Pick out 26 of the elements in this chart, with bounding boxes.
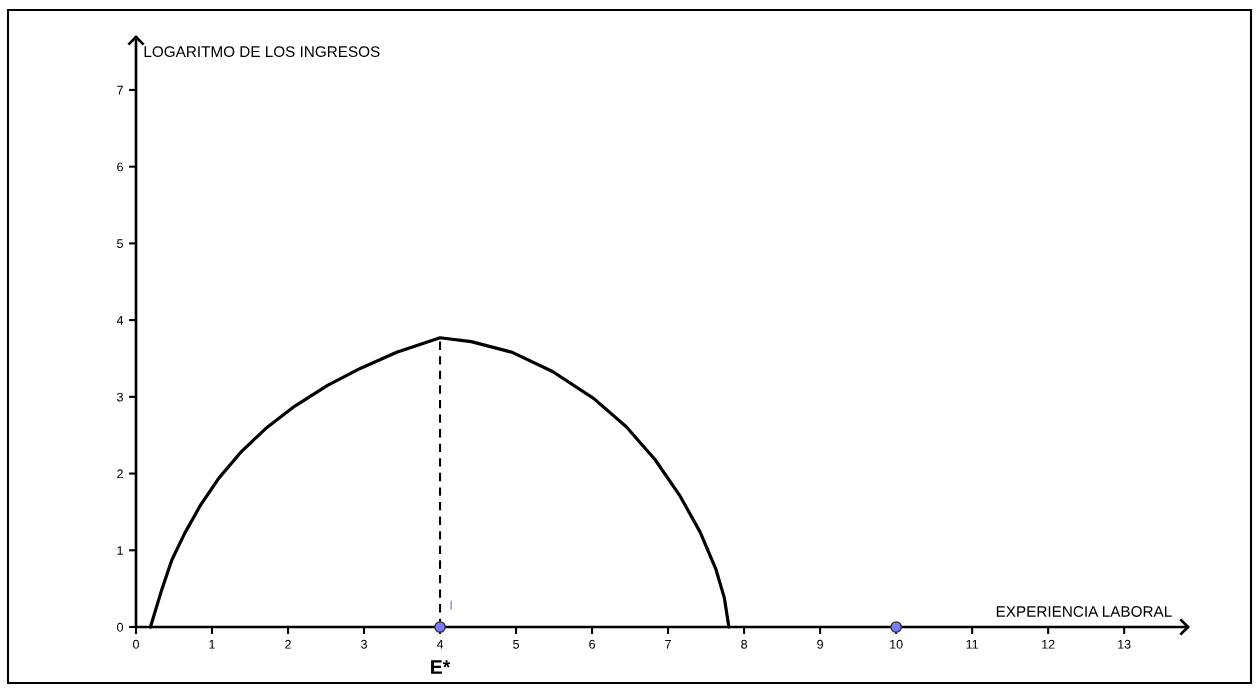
y-tick-label: 0 (117, 622, 124, 632)
x-tick-label: 7 (665, 639, 671, 649)
x-axis-title: EXPERIENCIA LABORAL (996, 606, 1172, 617)
x-tick-label: 1 (209, 639, 215, 649)
annotation: I (450, 600, 452, 610)
x-tick-label: 5 (513, 639, 520, 649)
x-tick-label: 0 (133, 639, 139, 649)
x-tick-label: 8 (741, 639, 748, 649)
y-axis-title: LOGARITMO DE LOS INGRESOS (144, 46, 380, 58)
annotation: E* (431, 660, 451, 674)
x-tick-label: 6 (589, 639, 595, 649)
x-tick-label: 11 (966, 639, 979, 649)
x-tick-label: 13 (1118, 639, 1131, 649)
y-tick-label: 1 (117, 546, 123, 555)
y-tick-label: 5 (117, 239, 123, 249)
x-tick-label: 9 (817, 639, 823, 649)
y-tick-label: 4 (116, 316, 124, 325)
y-tick-label: 2 (117, 469, 123, 479)
y-tick-label: 3 (117, 392, 123, 402)
x-tick-label: 4 (436, 639, 444, 649)
x-tick-label: 12 (1042, 639, 1055, 649)
x-tick-label: 3 (361, 639, 367, 649)
x-tick-label: 2 (285, 639, 291, 649)
y-tick-label: 6 (117, 162, 123, 172)
x-tick-label: 10 (890, 639, 903, 649)
y-tick-label: 7 (117, 85, 123, 95)
